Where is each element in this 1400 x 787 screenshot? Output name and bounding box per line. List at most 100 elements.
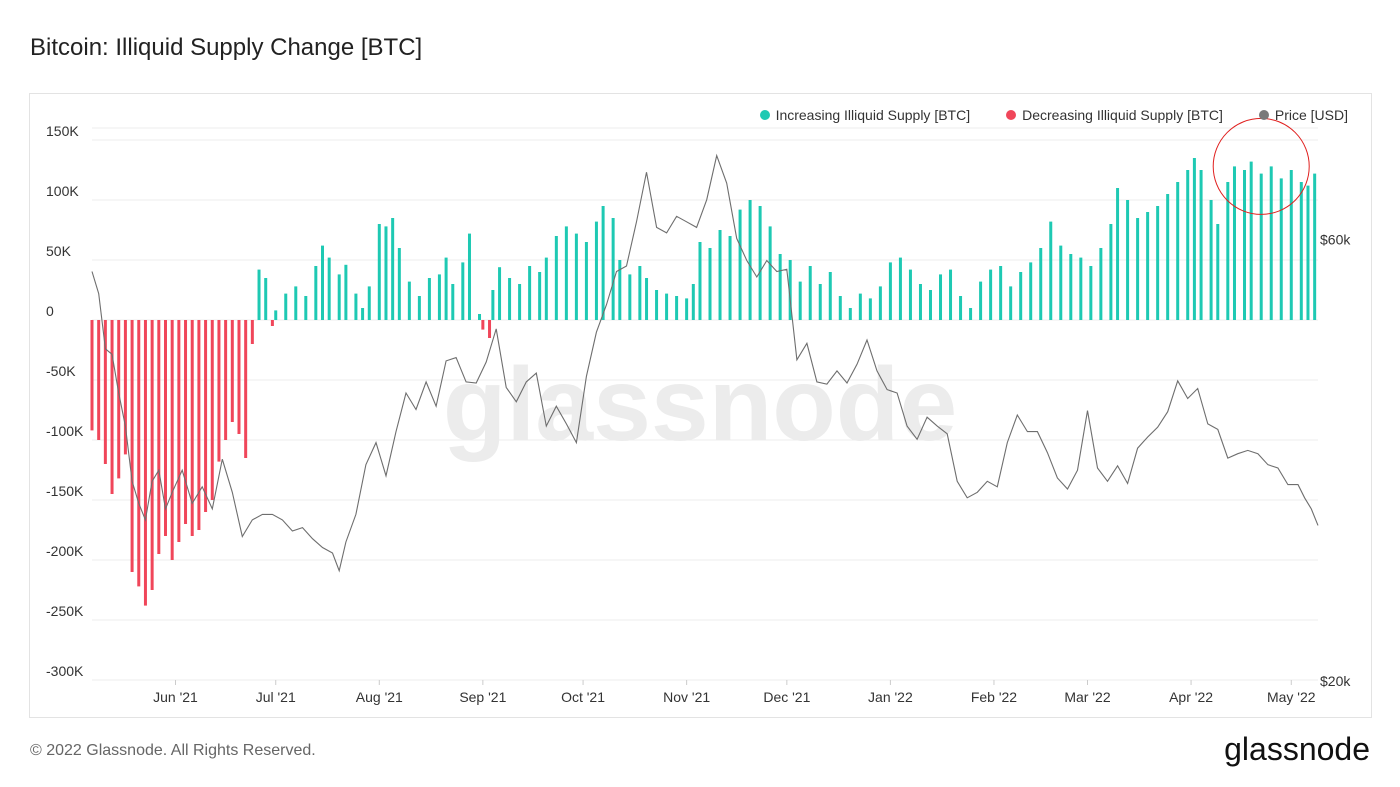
- y-tick-label: 100K: [46, 183, 79, 199]
- bar: [518, 284, 522, 320]
- bar: [685, 298, 689, 320]
- bar: [768, 226, 772, 320]
- bar: [337, 274, 341, 320]
- chart-title: Bitcoin: Illiquid Supply Change [BTC]: [30, 34, 423, 61]
- x-tick-label: Jan '22: [868, 689, 913, 705]
- legend-item-price[interactable]: Price [USD]: [1258, 107, 1348, 123]
- legend-item-decreasing[interactable]: Decreasing Illiquid Supply [BTC]: [1006, 107, 1223, 123]
- bar: [498, 267, 502, 320]
- bar: [584, 242, 588, 320]
- bar: [1209, 200, 1213, 320]
- bar: [244, 320, 248, 458]
- bar: [437, 274, 441, 320]
- bar: [868, 298, 872, 320]
- bar: [878, 286, 882, 320]
- bar: [407, 281, 411, 320]
- bar: [230, 320, 234, 422]
- bar: [989, 269, 993, 320]
- y-tick-label: -50K: [46, 363, 76, 379]
- bar: [1192, 158, 1196, 320]
- bar: [481, 320, 485, 330]
- bar: [574, 233, 578, 320]
- bar: [204, 320, 208, 512]
- bar: [708, 248, 712, 320]
- bar: [999, 266, 1003, 320]
- bar: [1146, 212, 1150, 320]
- chart-frame: [29, 93, 1372, 718]
- bar: [1313, 173, 1317, 320]
- bar: [110, 320, 114, 494]
- legend-label-decreasing: Decreasing Illiquid Supply [BTC]: [1022, 107, 1223, 123]
- bar: [321, 245, 325, 320]
- bar: [728, 236, 732, 320]
- bar: [1259, 173, 1263, 320]
- bar: [698, 242, 702, 320]
- bar: [344, 264, 348, 320]
- legend-dot-increasing: [759, 110, 770, 120]
- bar: [1166, 194, 1170, 320]
- bar: [270, 320, 274, 326]
- bar: [361, 308, 365, 320]
- x-tick-label: Mar '22: [1064, 689, 1110, 705]
- bar: [758, 206, 762, 320]
- x-tick-label: Sep '21: [459, 689, 506, 705]
- bar: [184, 320, 188, 524]
- bar: [908, 269, 912, 320]
- bar: [314, 266, 318, 320]
- bar: [461, 262, 465, 320]
- bar: [451, 284, 455, 320]
- bar: [564, 226, 568, 320]
- bar: [655, 290, 659, 320]
- legend-dot-price: [1258, 110, 1269, 120]
- chart-legend: Increasing Illiquid Supply [BTC] Decreas…: [759, 107, 1348, 123]
- bar: [718, 230, 722, 320]
- bar: [237, 320, 241, 434]
- glassnode-logo[interactable]: glassnode: [1224, 731, 1370, 767]
- bar: [638, 266, 642, 320]
- bar: [90, 320, 94, 431]
- y-tick-label: -250K: [46, 603, 84, 619]
- bar: [304, 296, 308, 320]
- bar: [618, 260, 622, 320]
- bar: [491, 290, 495, 320]
- bar: [1306, 185, 1310, 320]
- bar: [918, 284, 922, 320]
- bar: [738, 209, 742, 320]
- bar: [1176, 182, 1180, 320]
- legend-item-increasing[interactable]: Increasing Illiquid Supply [BTC]: [759, 107, 970, 123]
- bar: [818, 284, 822, 320]
- bar: [544, 257, 548, 320]
- bar: [384, 226, 388, 320]
- bar: [1089, 266, 1093, 320]
- x-tick-label: May '22: [1267, 689, 1316, 705]
- bar: [1269, 166, 1273, 320]
- bar: [190, 320, 194, 536]
- bar: [601, 206, 605, 320]
- bar: [838, 296, 842, 320]
- x-tick-label: Feb '22: [971, 689, 1017, 705]
- x-tick-label: Jul '21: [256, 689, 296, 705]
- bar: [417, 296, 421, 320]
- x-tick-label: Nov '21: [663, 689, 710, 705]
- bar: [274, 310, 278, 320]
- bar: [554, 236, 558, 320]
- x-tick-label: Aug '21: [356, 689, 403, 705]
- bar: [444, 257, 448, 320]
- bar: [1009, 286, 1013, 320]
- x-tick-label: Jun '21: [153, 689, 198, 705]
- bar: [257, 269, 261, 320]
- bar: [250, 320, 254, 344]
- bar: [538, 272, 542, 320]
- y-tick-label: -150K: [46, 483, 84, 499]
- bar: [594, 221, 598, 320]
- bar: [391, 218, 395, 320]
- bar: [1079, 257, 1083, 320]
- y-right-tick-label: $20k: [1320, 673, 1351, 689]
- bar: [979, 281, 983, 320]
- bar: [1136, 218, 1140, 320]
- bar: [478, 314, 482, 320]
- bar: [928, 290, 932, 320]
- bar: [1029, 262, 1033, 320]
- y-tick-label: 150K: [46, 123, 79, 139]
- legend-dot-decreasing: [1006, 110, 1017, 120]
